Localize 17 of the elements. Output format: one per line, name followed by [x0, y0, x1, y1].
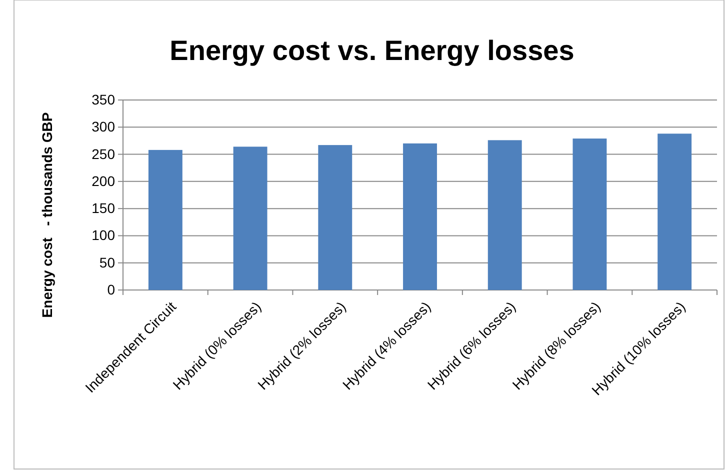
- bar: [233, 146, 268, 290]
- bar: [318, 145, 352, 290]
- bar: [488, 140, 522, 290]
- bar: [403, 143, 437, 290]
- y-tick-label: 0: [107, 281, 116, 298]
- bar: [658, 134, 692, 290]
- bar: [572, 138, 607, 290]
- chart-title: Energy cost vs. Energy losses: [170, 35, 574, 66]
- y-tick-label: 300: [92, 118, 116, 135]
- y-tick-label: 250: [92, 146, 116, 162]
- y-tick-label: 100: [92, 227, 116, 244]
- y-axis-title: Energy cost - thousands GBP: [39, 112, 55, 318]
- y-tick-label: 50: [99, 254, 116, 270]
- bar: [148, 150, 182, 290]
- y-tick-label: 150: [92, 200, 116, 216]
- y-tick-label: 200: [92, 172, 116, 189]
- y-tick-label: 350: [92, 91, 116, 108]
